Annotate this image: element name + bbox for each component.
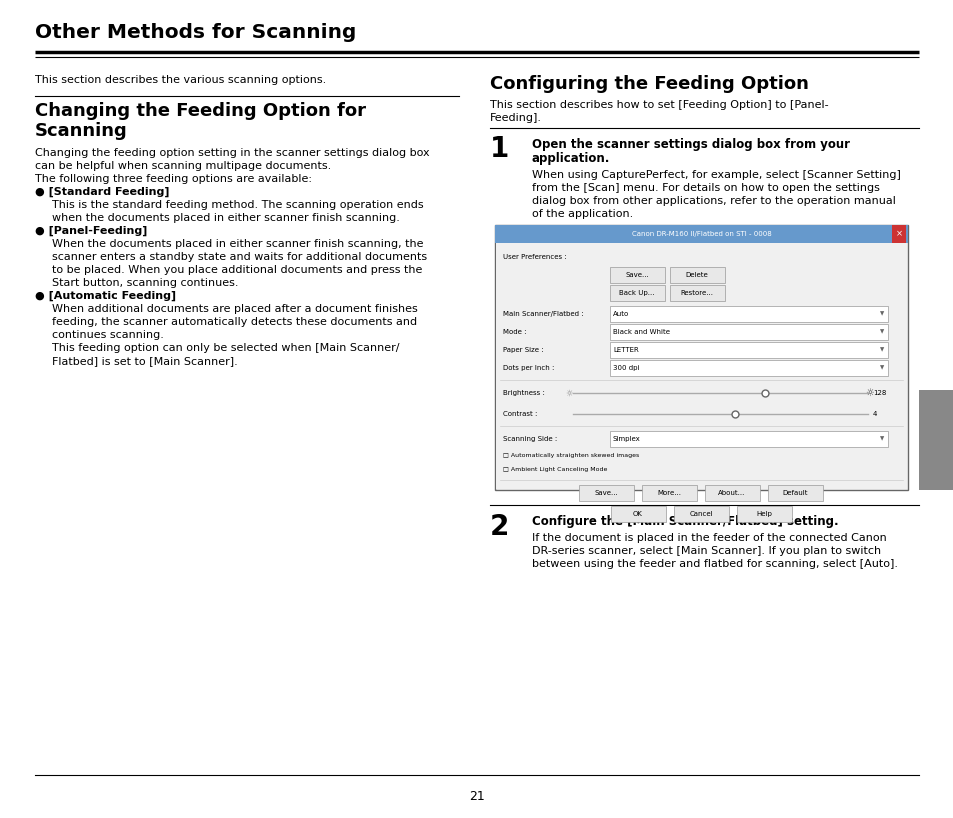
Text: Save...: Save...	[624, 272, 648, 278]
Text: When using CapturePerfect, for example, select [Scanner Setting]: When using CapturePerfect, for example, …	[532, 170, 900, 180]
Text: Default: Default	[781, 490, 807, 496]
Bar	[767, 485, 822, 501]
Text: 128: 128	[872, 390, 885, 396]
Text: Back Up...: Back Up...	[618, 290, 654, 296]
Bar	[609, 431, 887, 447]
Text: When additional documents are placed after a document finishes: When additional documents are placed aft…	[52, 304, 417, 314]
Text: 4: 4	[872, 411, 877, 417]
Text: Contrast :: Contrast :	[502, 411, 537, 417]
Text: 300 dpi: 300 dpi	[613, 365, 639, 371]
Text: Black and White: Black and White	[613, 329, 669, 335]
Text: scanner enters a standby state and waits for additional documents: scanner enters a standby state and waits…	[52, 252, 427, 262]
Text: If the document is placed in the feeder of the connected Canon: If the document is placed in the feeder …	[532, 533, 886, 543]
Bar	[609, 267, 664, 283]
Bar	[737, 506, 791, 522]
Text: Simplex: Simplex	[613, 436, 640, 442]
Text: application.: application.	[532, 152, 610, 165]
Text: Delete: Delete	[685, 272, 708, 278]
Text: Mode :: Mode :	[502, 329, 526, 335]
Text: Dots per Inch :: Dots per Inch :	[502, 365, 554, 371]
Text: This section describes the various scanning options.: This section describes the various scann…	[35, 75, 326, 85]
Text: This section describes how to set [Feeding Option] to [Panel-: This section describes how to set [Feedi…	[490, 100, 828, 110]
Text: Auto: Auto	[613, 311, 629, 317]
Text: feeding, the scanner automatically detects these documents and: feeding, the scanner automatically detec…	[52, 317, 416, 327]
Text: Paper Size :: Paper Size :	[502, 347, 543, 353]
Bar	[609, 285, 664, 301]
Text: □ Ambient Light Canceling Mode: □ Ambient Light Canceling Mode	[502, 468, 607, 473]
Text: ● [Panel-Feeding]: ● [Panel-Feeding]	[35, 226, 147, 236]
Bar	[891, 225, 905, 243]
Text: When the documents placed in either scanner finish scanning, the: When the documents placed in either scan…	[52, 239, 423, 249]
Text: ● [Standard Feeding]: ● [Standard Feeding]	[35, 187, 170, 197]
Text: Start button, scanning continues.: Start button, scanning continues.	[52, 278, 238, 288]
Bar	[496, 243, 906, 489]
Text: Other Methods for Scanning: Other Methods for Scanning	[35, 23, 356, 42]
Bar	[609, 306, 887, 322]
Text: ▼: ▼	[879, 437, 883, 442]
Text: This is the standard feeding method. The scanning operation ends: This is the standard feeding method. The…	[52, 200, 423, 210]
Text: continues scanning.: continues scanning.	[52, 330, 164, 340]
Bar	[641, 485, 697, 501]
Text: ×: ×	[895, 230, 902, 239]
Text: Scanning Side :: Scanning Side :	[502, 436, 557, 442]
Text: from the [Scan] menu. For details on how to open the settings: from the [Scan] menu. For details on how…	[532, 183, 879, 193]
Text: ☼: ☼	[564, 389, 572, 398]
Text: Restore...: Restore...	[679, 290, 713, 296]
Text: ▼: ▼	[879, 366, 883, 371]
Text: Main Scanner/Flatbed :: Main Scanner/Flatbed :	[502, 311, 583, 317]
Text: of the application.: of the application.	[532, 209, 633, 219]
Text: can be helpful when scanning multipage documents.: can be helpful when scanning multipage d…	[35, 161, 331, 171]
Bar	[704, 485, 760, 501]
Text: DR-series scanner, select [Main Scanner]. If you plan to switch: DR-series scanner, select [Main Scanner]…	[532, 546, 881, 556]
Bar	[669, 285, 724, 301]
Text: More...: More...	[657, 490, 680, 496]
Text: ▼: ▼	[879, 312, 883, 317]
Bar	[673, 506, 728, 522]
Text: This feeding option can only be selected when [Main Scanner/: This feeding option can only be selected…	[52, 343, 399, 353]
Text: Help: Help	[756, 511, 771, 517]
Text: LETTER: LETTER	[613, 347, 639, 353]
Text: to be placed. When you place additional documents and press the: to be placed. When you place additional …	[52, 265, 422, 275]
Bar	[495, 225, 907, 243]
Text: ▼: ▼	[879, 348, 883, 353]
Bar	[609, 342, 887, 358]
Text: OK: OK	[633, 511, 642, 517]
Text: when the documents placed in either scanner finish scanning.: when the documents placed in either scan…	[52, 213, 399, 223]
Text: Flatbed] is set to [Main Scanner].: Flatbed] is set to [Main Scanner].	[52, 356, 237, 366]
Text: 2: 2	[490, 513, 509, 541]
Text: Scanning: Scanning	[35, 122, 128, 140]
Bar	[609, 324, 887, 340]
Text: 21: 21	[469, 790, 484, 803]
Text: Changing the Feeding Option for: Changing the Feeding Option for	[35, 102, 366, 120]
Text: Open the scanner settings dialog box from your: Open the scanner settings dialog box fro…	[532, 138, 849, 151]
Text: Changing the feeding option setting in the scanner settings dialog box: Changing the feeding option setting in t…	[35, 148, 429, 158]
Bar	[609, 360, 887, 376]
Text: Feeding].: Feeding].	[490, 113, 541, 123]
Text: User Preferences :: User Preferences :	[502, 254, 566, 260]
Text: 1: 1	[490, 135, 509, 163]
Text: Configuring the Feeding Option: Configuring the Feeding Option	[490, 75, 808, 93]
Text: Save...: Save...	[594, 490, 618, 496]
Text: Canon DR-M160 II/Flatbed on STI - 0008: Canon DR-M160 II/Flatbed on STI - 0008	[631, 231, 771, 237]
Text: dialog box from other applications, refer to the operation manual: dialog box from other applications, refe…	[532, 196, 895, 206]
Text: Brightness :: Brightness :	[502, 390, 544, 396]
Text: ● [Automatic Feeding]: ● [Automatic Feeding]	[35, 291, 176, 301]
Text: Configure the [Main Scanner/Flatbed] setting.: Configure the [Main Scanner/Flatbed] set…	[532, 515, 838, 528]
Text: between using the feeder and flatbed for scanning, select [Auto].: between using the feeder and flatbed for…	[532, 559, 897, 569]
Bar	[495, 225, 907, 490]
Text: ☼: ☼	[864, 388, 873, 398]
Bar	[669, 267, 724, 283]
Text: □ Automatically straighten skewed images: □ Automatically straighten skewed images	[502, 453, 639, 459]
Bar	[578, 485, 634, 501]
Text: ▼: ▼	[879, 330, 883, 335]
Text: About...: About...	[718, 490, 745, 496]
Text: Cancel: Cancel	[688, 511, 712, 517]
Bar	[918, 390, 953, 490]
Text: The following three feeding options are available:: The following three feeding options are …	[35, 174, 312, 184]
Bar	[610, 506, 665, 522]
